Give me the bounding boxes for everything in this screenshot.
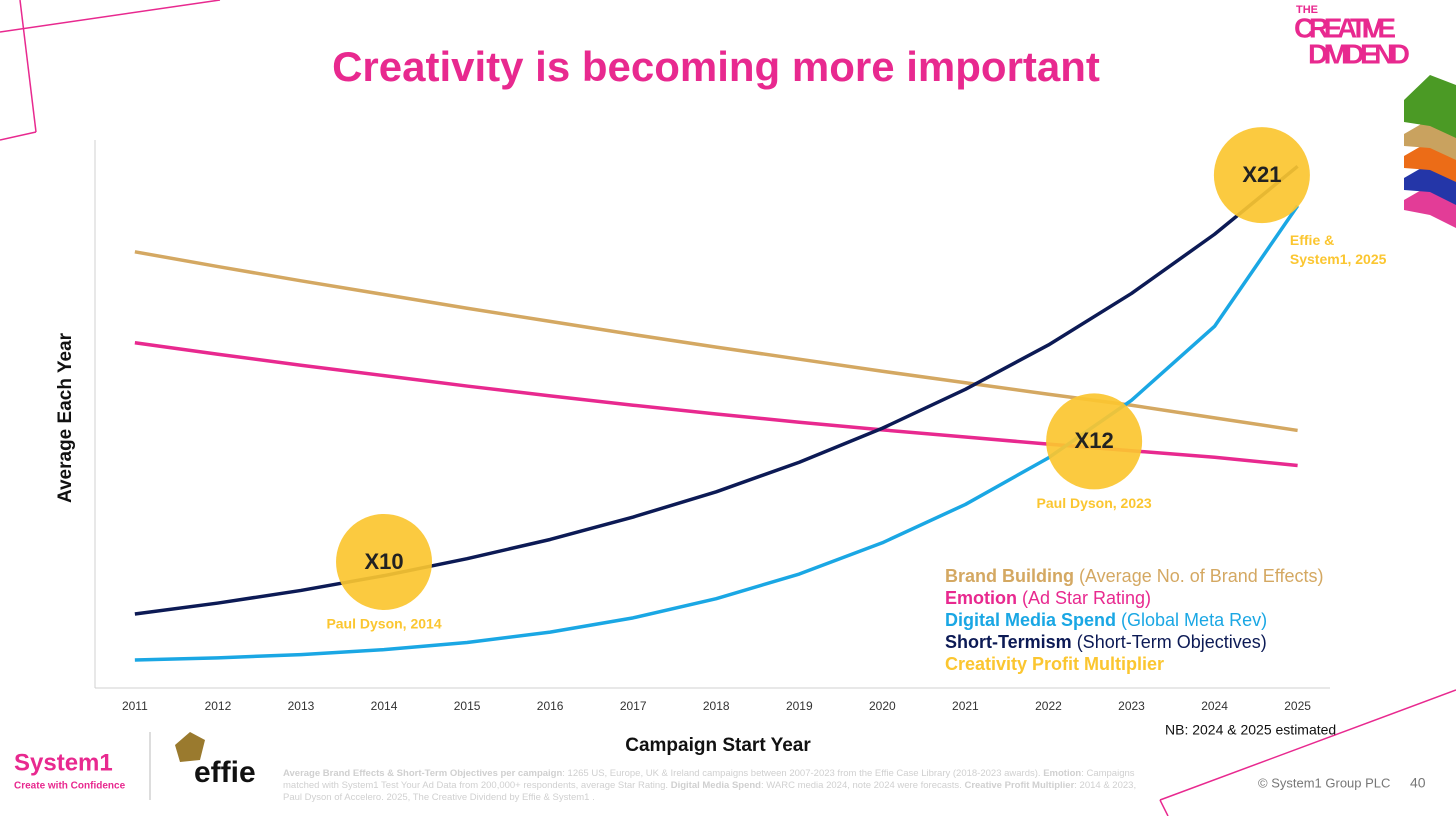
legend-name: Emotion (945, 588, 1017, 608)
effie-icon (175, 732, 205, 762)
series-line (134, 164, 1299, 616)
x-tick-label: 2024 (1201, 699, 1228, 713)
corner-line (0, 0, 221, 33)
x-tick-label: 2018 (703, 699, 730, 713)
legend-name: Brand Building (945, 566, 1074, 586)
page-number: 40 (1410, 775, 1426, 791)
legend-measure: (Short-Term Objectives) (1077, 632, 1267, 652)
logo-text: DIVIDEND (1308, 38, 1410, 69)
legend-name: Short-Termism (945, 632, 1072, 652)
note: NB: 2024 & 2025 estimated (1165, 722, 1336, 738)
multiplier-source: Effie & System1, 2025 (1290, 232, 1387, 267)
x-tick-label: 2021 (952, 699, 979, 713)
multiplier-source: Paul Dyson, 2023 (1037, 495, 1152, 511)
y-axis-label: Average Each Year (55, 332, 76, 503)
multiplier-label: X12 (1075, 428, 1114, 453)
multiplier-label: X21 (1242, 162, 1281, 187)
source-part: : 2014 & 2023, Paul Dyson of Accelero. 2… (283, 780, 1137, 803)
logo: THE CREATIVE DIVIDEND (1294, 4, 1410, 69)
x-tick-label: 2019 (786, 699, 813, 713)
legend-entry: Short-Termism (Short-Term Objectives) (945, 632, 1267, 652)
legend-measure: (Global Meta Rev) (1121, 610, 1267, 630)
corner-line (0, 131, 37, 141)
tagline: Create with Confidence (14, 781, 126, 792)
x-tick-label: 2014 (371, 699, 398, 713)
x-tick-label: 2011 (122, 699, 148, 713)
source-part: Average Brand Effects & Short-Term Objec… (283, 768, 563, 779)
legend-entry: Creativity Profit Multiplier (945, 654, 1164, 674)
corner-line (19, 0, 37, 133)
source-part: Digital Media Spend (670, 780, 761, 791)
x-tick-label: 2012 (205, 699, 232, 713)
copyright: © System1 Group PLC (1258, 775, 1390, 790)
source-part: Emotion (1043, 768, 1082, 779)
logo-stack (1404, 75, 1456, 228)
logo-text: THE (1296, 4, 1318, 16)
multiplier-label: X10 (364, 549, 403, 574)
multiplier-source-part: System1, 2025 (1290, 251, 1387, 267)
x-tick-label: 2013 (288, 699, 315, 713)
x-tick-label: 2022 (1035, 699, 1062, 713)
legend-entry: Emotion (Ad Star Rating) (945, 588, 1151, 608)
sources: Average Brand Effects & Short-Term Objec… (283, 768, 1143, 804)
multiplier-source-part: Effie & (1290, 232, 1334, 248)
multiplier-source: Paul Dyson, 2014 (326, 616, 441, 632)
legend-entry: Digital Media Spend (Global Meta Rev) (945, 610, 1267, 630)
legend-entry: Brand Building (Average No. of Brand Effe… (945, 566, 1323, 586)
x-tick-label: 2017 (620, 699, 647, 713)
x-tick-label: 2025 (1284, 699, 1311, 713)
multiplier-point (336, 513, 433, 610)
logo-text: CREATIVE (1294, 12, 1396, 43)
partner: effie (194, 756, 256, 789)
x-tick-label: 2020 (869, 699, 896, 713)
multiplier-point (1213, 127, 1310, 224)
source-part: : 1265 US, Europe, UK & Ireland campaign… (562, 768, 1044, 779)
x-axis-label: Campaign Start Year (625, 735, 811, 756)
legend-measure: (Ad Star Rating) (1022, 588, 1151, 608)
source-part: : WARC media 2024, note 2024 were foreca… (760, 780, 965, 791)
source-part: Creative Profit Multiplier (964, 780, 1075, 791)
corner-line (1159, 689, 1456, 801)
multiplier-point (1046, 393, 1143, 490)
corner-line (1159, 799, 1169, 816)
x-tick-label: 2023 (1118, 699, 1145, 713)
legend-name: Digital Media Spend (945, 610, 1116, 630)
brand: System1 (14, 749, 113, 776)
source-part: : Campaigns matched with System1 Test Yo… (283, 768, 1135, 791)
legend-measure: (Average No. of Brand Effects) (1079, 566, 1323, 586)
x-tick-label: 2016 (537, 699, 564, 713)
x-tick-label: 2015 (454, 699, 481, 713)
title: Creativity is becoming more important (332, 43, 1100, 90)
